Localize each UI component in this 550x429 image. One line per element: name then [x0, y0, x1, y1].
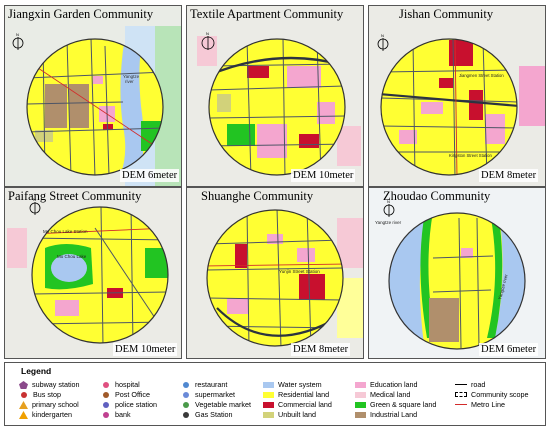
- legend-item-police-station: police station: [101, 400, 157, 409]
- north-arrow-icon: N: [383, 199, 395, 217]
- legend-item-industrial-land: Industrial Land: [355, 410, 417, 419]
- legend-item-kindergarten: kindergarten: [19, 410, 72, 419]
- dem-label: DEM 6meter: [479, 343, 539, 356]
- legend-item-vegetable-market: Vegetable market: [181, 400, 251, 409]
- dem-label: DEM 8meter: [291, 343, 351, 356]
- map-shuanghe: Yunjin Street Station: [187, 188, 363, 358]
- panel-title: Jiangxin Garden Community: [8, 7, 154, 21]
- community-scope-icon: [455, 392, 467, 397]
- map-label-station: Jiangmen Street Station: [459, 73, 504, 78]
- legend-item-commercial-land: Commercial land: [263, 400, 332, 409]
- north-arrow-icon: N: [377, 33, 389, 51]
- map-label-river: Yangtze river: [375, 220, 402, 225]
- map-label-river: Yangtze river: [497, 273, 509, 300]
- road-line-icon: [455, 384, 467, 385]
- map-panel-zhoudao: N Yangtze river Yangtze river Zhoudao Co…: [368, 187, 546, 359]
- unbuilt-land-swatch: [263, 411, 274, 418]
- supermarket-icon: [183, 391, 189, 398]
- legend-item-bus-stop: Bus stop: [19, 390, 61, 399]
- legend-item-residential-land: Residential land: [263, 390, 329, 399]
- map-jiangxin: N Yangtze river: [5, 6, 181, 186]
- legend: Legend subway station Bus stop primary s…: [4, 362, 546, 426]
- bus-stop-icon: [21, 391, 27, 398]
- map-label-lake: Mo Chou Lake: [57, 254, 87, 259]
- legend-item-metro-line: Metro Line: [455, 400, 505, 409]
- map-textile: N: [187, 6, 363, 186]
- dem-label: DEM 8meter: [479, 169, 539, 182]
- map-label-station: Yunjin Street Station: [279, 269, 320, 274]
- panel-title: Textile Apartment Community: [190, 7, 344, 21]
- north-arrow-icon: N: [201, 31, 215, 50]
- map-label-station: Mo Chou Lake Station: [43, 229, 88, 234]
- map-label-river: river: [125, 79, 134, 84]
- map-label-station: Kingston Street Station: [449, 153, 493, 158]
- dem-label: DEM 10meter: [291, 169, 356, 182]
- gas-station-icon: [183, 411, 189, 418]
- vegetable-market-icon: [183, 401, 189, 408]
- legend-item-restaurant: restaurant: [181, 380, 227, 389]
- restaurant-icon: [183, 381, 189, 388]
- legend-item-water-system: Water system: [263, 380, 322, 389]
- map-panel-textile: N Textile Apartment Community DEM 10mete…: [186, 5, 364, 187]
- svg-text:N: N: [206, 31, 209, 36]
- panel-title: Paifang Street Community: [8, 189, 142, 203]
- dem-label: DEM 6meter: [120, 169, 180, 182]
- subway-station-icon: [19, 380, 28, 389]
- map-panel-jiangxin: N Yangtze river Jiangxin Garden Communit…: [4, 5, 182, 187]
- legend-item-unbuilt-land: Unbuilt land: [263, 410, 316, 419]
- post-office-icon: [103, 391, 109, 398]
- panel-title: Jishan Community: [399, 7, 494, 21]
- map-panel-shuanghe: Yunjin Street Station Shuanghe Community…: [186, 187, 364, 359]
- primary-school-icon: [19, 400, 28, 409]
- legend-item-education-land: Education land: [355, 380, 418, 389]
- legend-item-bank: bank: [101, 410, 131, 419]
- residential-land-swatch: [263, 391, 274, 398]
- legend-item-supermarket: supermarket: [181, 390, 235, 399]
- bank-icon: [103, 411, 109, 418]
- industrial-land-swatch: [355, 411, 366, 418]
- legend-item-road: road: [455, 380, 485, 389]
- legend-title: Legend: [21, 366, 52, 376]
- panel-title: Shuanghe Community: [201, 189, 314, 203]
- green-square-land-swatch: [355, 401, 366, 408]
- dem-label: DEM 10meter: [113, 343, 178, 356]
- water-system-swatch: [263, 381, 274, 388]
- medical-land-swatch: [355, 391, 366, 398]
- map-paifang: N Mo Chou Lake Station Mo Chou Lake: [5, 188, 181, 358]
- legend-item-primary-school: primary school: [19, 400, 79, 409]
- kindergarten-icon: [19, 410, 28, 419]
- map-zhoudao: N Yangtze river Yangtze river: [369, 188, 545, 358]
- svg-text:N: N: [387, 199, 390, 204]
- map-label-yangtze: Yangtze: [123, 74, 140, 79]
- svg-text:N: N: [16, 32, 19, 37]
- map-jishan: N Jiangmen Street Station Kingston Stree…: [369, 6, 545, 186]
- legend-item-medical-land: Medical land: [355, 390, 410, 399]
- legend-item-community-scope: Community scope: [455, 390, 529, 399]
- legend-item-green-square-land: Green & square land: [355, 400, 436, 409]
- legend-item-post-office: Post Office: [101, 390, 150, 399]
- metro-line-icon: [455, 404, 467, 405]
- map-panel-jishan: N Jiangmen Street Station Kingston Stree…: [368, 5, 546, 187]
- svg-text:N: N: [33, 197, 36, 202]
- education-land-swatch: [355, 381, 366, 388]
- map-panel-paifang: N Mo Chou Lake Station Mo Chou Lake Paif…: [4, 187, 182, 359]
- legend-item-subway-station: subway station: [19, 380, 80, 389]
- legend-item-hospital: hospital: [101, 380, 140, 389]
- legend-item-gas-station: Gas Station: [181, 410, 233, 419]
- svg-text:N: N: [381, 33, 384, 38]
- commercial-land-swatch: [263, 401, 274, 408]
- hospital-icon: [103, 381, 109, 388]
- police-station-icon: [103, 401, 109, 408]
- north-arrow-icon: N: [12, 32, 24, 50]
- panel-title: Zhoudao Community: [383, 189, 491, 203]
- north-arrow-icon: N: [29, 197, 41, 215]
